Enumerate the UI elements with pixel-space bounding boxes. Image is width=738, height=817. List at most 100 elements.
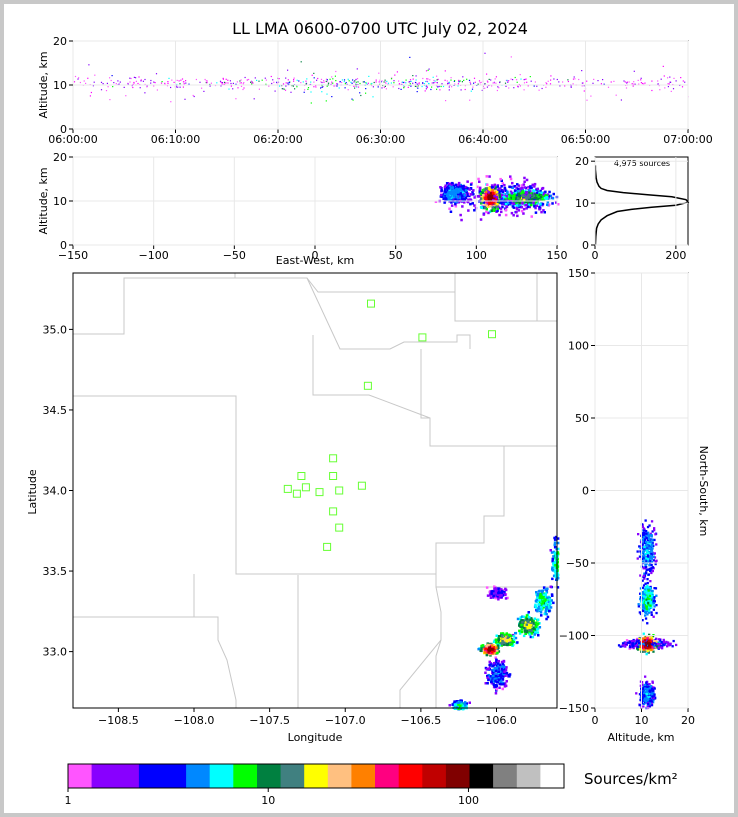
source-point — [107, 86, 109, 88]
source-point — [527, 85, 529, 87]
density-cell — [514, 196, 517, 199]
source-point — [357, 81, 359, 83]
density-cell — [649, 560, 652, 563]
density-cell — [536, 190, 540, 193]
density-cell — [516, 641, 519, 644]
density-cell — [472, 189, 475, 192]
source-point — [562, 81, 564, 83]
source-point — [684, 81, 686, 83]
lma-station-marker — [315, 488, 324, 497]
density-cell — [484, 647, 487, 650]
source-point — [232, 88, 234, 90]
density-cell — [500, 201, 503, 205]
density-cell — [443, 192, 447, 195]
density-cell — [633, 639, 636, 643]
density-cell — [480, 206, 483, 209]
county-border — [420, 349, 430, 419]
source-point — [633, 83, 635, 85]
density-cell — [500, 667, 503, 671]
density-cell — [645, 532, 648, 535]
density-cell — [630, 640, 634, 643]
density-cell — [501, 639, 504, 643]
density-cell — [509, 196, 512, 200]
source-point — [236, 81, 238, 83]
source-point — [570, 85, 572, 87]
density-cell — [540, 596, 544, 600]
density-cell — [647, 531, 650, 534]
density-cell — [651, 603, 654, 606]
colorbar-swatch — [351, 764, 376, 788]
source-point — [486, 73, 488, 75]
source-point — [385, 81, 387, 83]
source-point — [409, 81, 411, 83]
source-point — [536, 85, 538, 87]
x-tick-label: −107.0 — [325, 714, 366, 727]
county-borders — [73, 273, 557, 708]
density-cell — [469, 187, 473, 190]
source-point — [119, 81, 121, 83]
source-point — [343, 79, 346, 81]
density-cell — [654, 562, 657, 566]
colorbar-swatch — [91, 764, 116, 788]
source-point — [354, 80, 356, 82]
density-cell — [644, 582, 647, 585]
density-cell — [504, 684, 508, 688]
density-cell — [644, 637, 647, 640]
density-cell — [489, 674, 493, 678]
density-cell — [545, 605, 548, 609]
source-point — [643, 83, 645, 85]
source-point — [516, 79, 518, 81]
density-cell — [494, 692, 498, 695]
density-cell — [455, 195, 458, 199]
source-point — [355, 81, 357, 83]
source-point — [402, 81, 404, 83]
source-point — [640, 77, 642, 79]
source-point — [680, 77, 682, 79]
density-cell — [648, 540, 651, 543]
density-cell — [551, 566, 554, 569]
density-cell — [654, 637, 658, 640]
x-tick-label: −108.0 — [174, 714, 215, 727]
density-cell — [511, 640, 514, 643]
density-cell — [482, 213, 486, 216]
density-cell — [495, 646, 498, 649]
density-cell — [543, 194, 547, 198]
density-cell — [520, 630, 524, 634]
source-point — [325, 80, 327, 82]
density-cell — [488, 210, 492, 213]
density-cell — [467, 200, 470, 204]
density-cell — [655, 604, 658, 607]
density-cell — [487, 651, 490, 654]
source-point — [279, 85, 281, 87]
source-point — [486, 86, 488, 88]
colorbar-swatch — [398, 764, 423, 788]
source-point — [353, 81, 355, 83]
source-point — [113, 82, 115, 84]
density-cell — [508, 642, 512, 645]
density-cell — [518, 632, 522, 635]
density-cell — [650, 613, 653, 616]
density-cell — [485, 645, 488, 648]
density-cell — [542, 596, 545, 599]
density-cell — [497, 190, 500, 194]
density-cell — [639, 684, 642, 687]
density-cell — [651, 681, 654, 684]
density-cell — [523, 621, 526, 625]
density-cell — [453, 190, 457, 193]
density-cell — [556, 551, 560, 555]
y-tick-label: −150 — [559, 702, 589, 715]
density-cell — [641, 586, 645, 589]
density-cell — [642, 592, 645, 596]
source-point — [343, 80, 345, 83]
source-point — [408, 81, 410, 83]
density-cell — [644, 547, 647, 550]
density-cell — [643, 607, 646, 610]
source-point — [524, 78, 526, 80]
density-cell — [521, 615, 524, 618]
source-point — [300, 82, 302, 84]
density-cell — [501, 182, 505, 185]
source-point — [344, 83, 346, 85]
density-cell — [642, 639, 645, 642]
plan-view-xlabel: Longitude — [288, 731, 343, 744]
source-point — [304, 89, 306, 91]
